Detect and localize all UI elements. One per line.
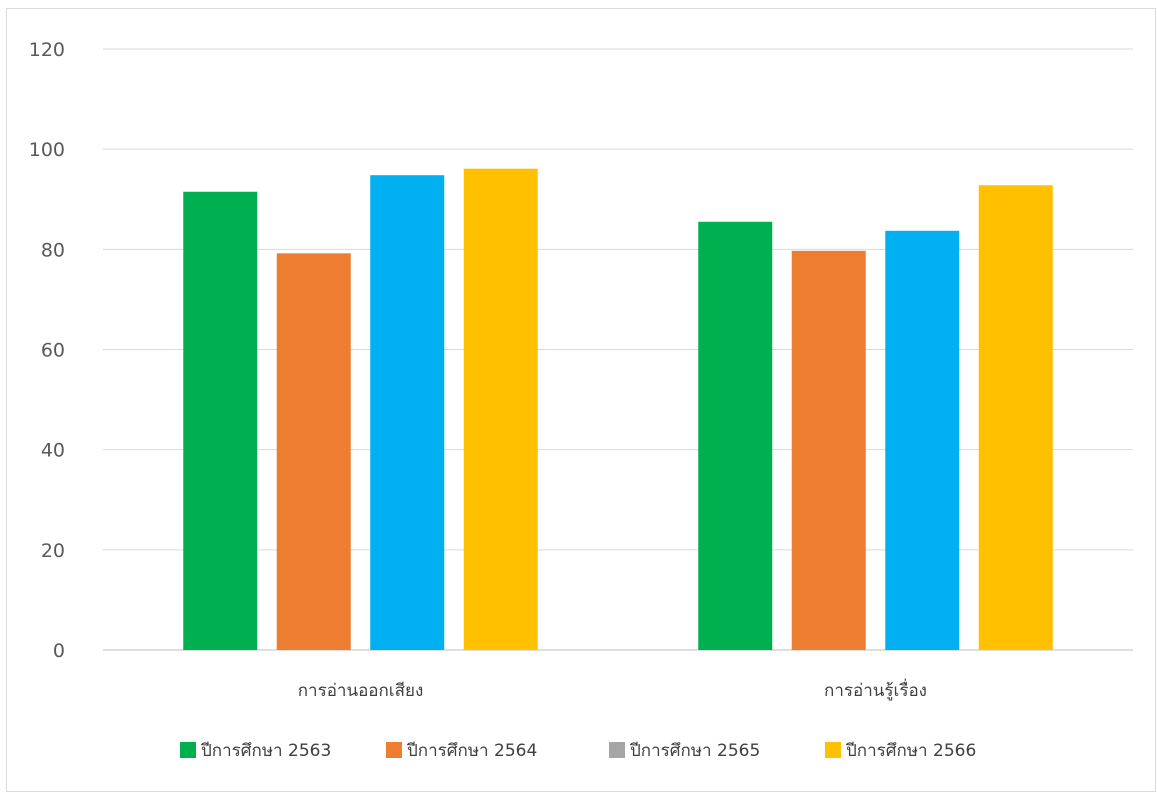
x-category-label: การอ่านออกเสียง bbox=[298, 681, 424, 701]
legend-swatch bbox=[180, 742, 196, 758]
bar-series-2-category-1 bbox=[885, 230, 960, 651]
bars bbox=[183, 168, 1053, 651]
y-axis-tick-labels: 0 20 40 60 80 100 120 bbox=[29, 39, 65, 662]
bar-series-0-category-0 bbox=[183, 191, 258, 651]
legend-label: ปีการศึกษา 2564 bbox=[406, 741, 537, 761]
y-tick-label: 40 bbox=[41, 440, 65, 462]
y-tick-label: 100 bbox=[29, 139, 65, 161]
legend-swatch bbox=[609, 742, 625, 758]
x-category-label: การอ่านรู้เรื่อง bbox=[824, 678, 927, 701]
y-tick-label: 60 bbox=[41, 340, 65, 362]
bar-series-0-category-1 bbox=[698, 221, 773, 650]
gridlines bbox=[103, 48, 1133, 651]
y-tick-label: 0 bbox=[53, 640, 65, 662]
bar-series-2-category-0 bbox=[370, 175, 445, 650]
bar-chart: 0 20 40 60 80 100 120 การอ่านออกเสียง การอ่านรู… bbox=[29, 39, 1133, 761]
bar-series-1-category-0 bbox=[276, 253, 351, 650]
bar-series-3-category-1 bbox=[978, 185, 1053, 650]
bar-series-3-category-0 bbox=[463, 168, 538, 651]
y-tick-label: 20 bbox=[41, 540, 65, 562]
legend-swatch bbox=[386, 742, 402, 758]
y-tick-label: 80 bbox=[41, 239, 65, 261]
legend-label: ปีการศึกษา 2565 bbox=[629, 741, 760, 761]
bar-series-1-category-1 bbox=[791, 250, 866, 651]
legend: ปีการศึกษา 2563 ปีการศึกษา 2564 ปีการศึกษา… bbox=[180, 741, 976, 761]
x-axis-category-labels: การอ่านออกเสียง การอ่านรู้เรื่อง bbox=[298, 678, 927, 701]
legend-label: ปีการศึกษา 2566 bbox=[845, 741, 976, 761]
legend-swatch bbox=[825, 742, 841, 758]
chart-frame: 0 20 40 60 80 100 120 การอ่านออกเสียง การอ่านรู… bbox=[6, 8, 1156, 792]
legend-label: ปีการศึกษา 2563 bbox=[200, 741, 331, 761]
y-tick-label: 120 bbox=[29, 39, 65, 61]
